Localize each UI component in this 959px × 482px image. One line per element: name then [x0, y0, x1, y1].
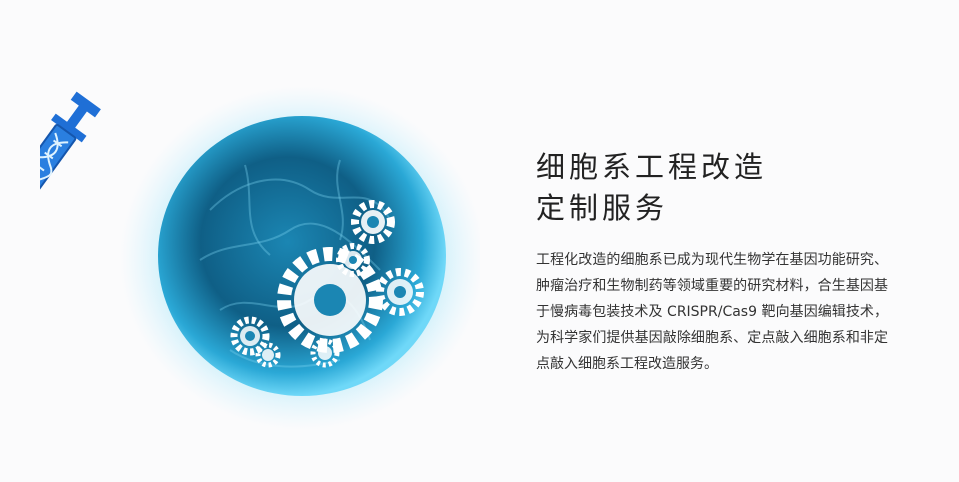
syringe-icon [40, 91, 101, 209]
dna-helix-icon [40, 132, 69, 200]
gear-icon [310, 338, 340, 368]
cell-icon [158, 116, 446, 396]
gear-icon [230, 316, 270, 356]
gear-icon [351, 200, 395, 244]
page-title: 细胞系工程改造 定制服务 [536, 147, 896, 229]
gear-icon [376, 268, 424, 316]
gear-icon [277, 247, 383, 353]
cell-editing-illustration [40, 86, 480, 430]
title-line-1: 细胞系工程改造 [536, 150, 768, 184]
gear-icon [336, 243, 370, 277]
gear-cluster [230, 200, 424, 368]
service-description: 工程化改造的细胞系已成为现代生物学在基因功能研究、肿瘤治疗和生物制药等领域重要的… [536, 252, 888, 372]
gear-icon [255, 342, 281, 368]
hero-text: 细胞系工程改造 定制服务 工程化改造的细胞系已成为现代生物学在基因功能研究、肿瘤… [536, 147, 896, 377]
title-line-2: 定制服务 [536, 191, 669, 225]
